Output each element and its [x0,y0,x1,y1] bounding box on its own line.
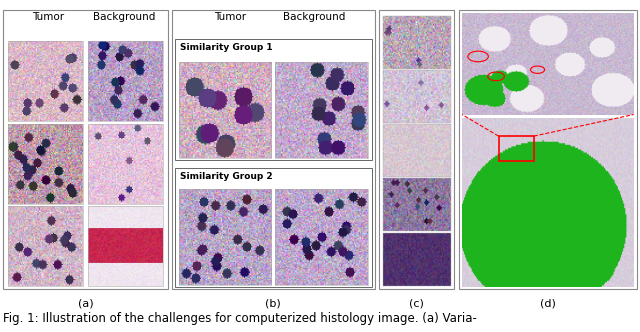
Bar [383,16,451,69]
Bar [88,206,163,286]
Text: Similarity Group 1: Similarity Group 1 [180,43,273,52]
Text: Fig. 1: Illustration of the challenges for computerized histology image. (a) Var: Fig. 1: Illustration of the challenges f… [3,312,477,325]
Bar [175,39,372,160]
Bar [179,62,271,158]
Text: (d): (d) [540,299,556,309]
Text: Tumor: Tumor [214,12,246,22]
Bar [175,168,372,287]
Text: (b): (b) [266,299,281,309]
Bar [179,189,271,285]
Text: Tumor: Tumor [32,12,64,22]
Bar [383,70,451,123]
Text: Similarity Group 2: Similarity Group 2 [180,172,273,181]
Bar [275,62,368,158]
Bar [383,124,451,177]
Text: (a): (a) [78,299,93,309]
Bar [172,10,375,289]
Text: (c): (c) [409,299,424,309]
Bar [379,10,454,289]
Text: Background: Background [283,12,345,22]
Bar [88,41,163,121]
Bar [88,124,163,204]
Bar [383,179,451,231]
Bar [8,206,83,286]
Bar [275,189,368,285]
Bar [3,10,168,289]
Bar [459,10,637,289]
Text: Background: Background [93,12,155,22]
Bar [8,124,83,204]
Bar [383,233,451,286]
Bar [8,41,83,121]
Bar [499,136,534,161]
